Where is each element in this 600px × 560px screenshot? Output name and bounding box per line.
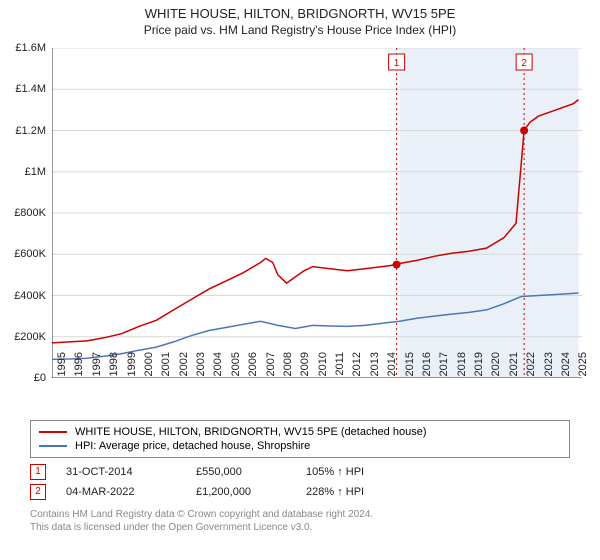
x-tick-label: 2014 <box>386 352 398 382</box>
footer: Contains HM Land Registry data © Crown c… <box>30 508 373 534</box>
x-tick-label: 2013 <box>369 352 381 382</box>
x-tick-label: 2007 <box>265 352 277 382</box>
x-tick-label: 2009 <box>299 352 311 382</box>
y-tick-label: £1.2M <box>1 125 46 137</box>
sale-price: £550,000 <box>196 466 306 478</box>
x-tick-label: 2006 <box>247 352 259 382</box>
x-tick-label: 1999 <box>126 352 138 382</box>
x-tick-label: 2022 <box>525 352 537 382</box>
x-tick-label: 1996 <box>73 352 85 382</box>
x-tick-label: 2001 <box>160 352 172 382</box>
x-tick-label: 1995 <box>56 352 68 382</box>
x-tick-label: 2024 <box>560 352 572 382</box>
sale-row: 2 04-MAR-2022£1,200,000228% ↑ HPI <box>30 482 406 502</box>
chart-area: 12 £0£200K£400K£600K£800K£1M£1.2M£1.4M£1… <box>52 48 582 378</box>
x-tick-label: 1997 <box>91 352 103 382</box>
y-tick-label: £800K <box>1 207 46 219</box>
legend-label: WHITE HOUSE, HILTON, BRIDGNORTH, WV15 5P… <box>75 426 427 438</box>
x-tick-label: 2000 <box>143 352 155 382</box>
x-tick-label: 2012 <box>351 352 363 382</box>
svg-text:1: 1 <box>394 58 400 69</box>
legend: WHITE HOUSE, HILTON, BRIDGNORTH, WV15 5P… <box>30 420 570 458</box>
sale-date: 31-OCT-2014 <box>66 466 196 478</box>
footer-line-2: This data is licensed under the Open Gov… <box>30 521 373 534</box>
y-tick-label: £1.6M <box>1 42 46 54</box>
chart-title: WHITE HOUSE, HILTON, BRIDGNORTH, WV15 5P… <box>0 0 600 21</box>
y-tick-label: £600K <box>1 248 46 260</box>
sales-table: 1 31-OCT-2014£550,000105% ↑ HPI 2 04-MAR-20… <box>30 462 406 502</box>
x-tick-label: 1998 <box>108 352 120 382</box>
chart-subtitle: Price paid vs. HM Land Registry's House … <box>0 21 600 37</box>
y-tick-label: £0 <box>1 372 46 384</box>
x-tick-label: 2011 <box>334 352 346 382</box>
chart-container: WHITE HOUSE, HILTON, BRIDGNORTH, WV15 5P… <box>0 0 600 560</box>
x-tick-label: 2019 <box>473 352 485 382</box>
legend-label: HPI: Average price, detached house, Shro… <box>75 440 310 452</box>
legend-swatch <box>39 431 67 433</box>
sale-pct: 105% ↑ HPI <box>306 466 406 478</box>
x-tick-label: 2017 <box>438 352 450 382</box>
legend-row: HPI: Average price, detached house, Shro… <box>39 439 561 453</box>
y-tick-label: £200K <box>1 331 46 343</box>
x-tick-label: 2020 <box>490 352 502 382</box>
x-tick-label: 2023 <box>543 352 555 382</box>
legend-row: WHITE HOUSE, HILTON, BRIDGNORTH, WV15 5P… <box>39 425 561 439</box>
svg-text:2: 2 <box>521 58 527 69</box>
y-tick-label: £1M <box>1 166 46 178</box>
legend-swatch <box>39 445 67 447</box>
x-tick-label: 2003 <box>195 352 207 382</box>
x-tick-label: 2008 <box>282 352 294 382</box>
x-tick-label: 2005 <box>230 352 242 382</box>
x-tick-label: 2025 <box>577 352 589 382</box>
x-tick-label: 2021 <box>508 352 520 382</box>
x-tick-label: 2016 <box>421 352 433 382</box>
sale-price: £1,200,000 <box>196 486 306 498</box>
sale-marker-box: 1 <box>30 464 46 480</box>
footer-line-1: Contains HM Land Registry data © Crown c… <box>30 508 373 521</box>
x-tick-label: 2018 <box>456 352 468 382</box>
sale-marker-box: 2 <box>30 484 46 500</box>
x-tick-label: 2010 <box>317 352 329 382</box>
x-tick-label: 2004 <box>212 352 224 382</box>
sale-date: 04-MAR-2022 <box>66 486 196 498</box>
sale-row: 1 31-OCT-2014£550,000105% ↑ HPI <box>30 462 406 482</box>
x-tick-label: 2002 <box>178 352 190 382</box>
x-tick-label: 2015 <box>404 352 416 382</box>
y-tick-label: £1.4M <box>1 83 46 95</box>
y-tick-label: £400K <box>1 290 46 302</box>
sale-pct: 228% ↑ HPI <box>306 486 406 498</box>
plot-svg: 12 <box>52 48 582 378</box>
